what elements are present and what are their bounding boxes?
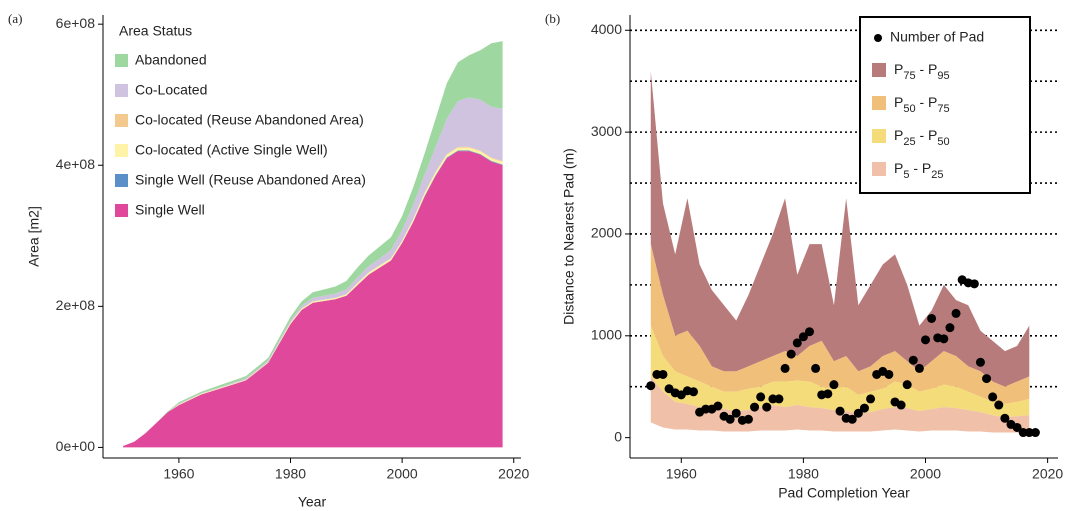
data-point (859, 403, 869, 413)
legend-label: Abandoned (135, 52, 207, 68)
data-point (1012, 422, 1022, 432)
y-tick-label: 0 (614, 428, 622, 444)
data-point (780, 363, 790, 373)
plot-panel: 0 1000 2000 3000 4000 1960 1980 2000 2020 Pad Com… (561, 15, 1063, 501)
area-layer (123, 41, 503, 447)
legend-label: Single Well (135, 202, 205, 218)
data-point (866, 394, 876, 404)
legend-marker (874, 34, 882, 42)
data-point (921, 335, 931, 345)
y-axis-title: Area [m2] (26, 206, 42, 267)
data-point (1030, 428, 1040, 438)
data-point (939, 334, 949, 344)
legend-swatch (872, 129, 886, 143)
data-point (750, 402, 760, 412)
y-tick-label: 4e+08 (56, 156, 96, 172)
legend-label: Number of Pad (890, 29, 984, 45)
legend-swatch (115, 84, 128, 97)
legend-swatch (115, 54, 128, 67)
legend-swatch (115, 204, 128, 217)
data-point (969, 279, 979, 289)
data-point (884, 369, 894, 379)
legend-title: Area Status (119, 23, 192, 39)
y-tick-label: 3000 (591, 123, 622, 139)
data-point (811, 363, 821, 373)
data-point (896, 400, 906, 410)
y-tick-label: 0e+00 (56, 438, 96, 454)
data-point (927, 313, 937, 323)
data-point (743, 414, 753, 424)
data-point (847, 414, 857, 424)
x-axis-title: Pad Completion Year (778, 485, 910, 501)
y-tick-label: 2000 (591, 225, 622, 241)
data-point (792, 338, 802, 348)
plot-panel: 0e+00 2e+08 4e+08 6e+08 1960 1980 2000 2020 Year… (26, 15, 530, 510)
y-tick-label: 6e+08 (56, 15, 96, 31)
percentile-band (650, 244, 1030, 405)
data-point (908, 355, 918, 365)
x-axis-title: Year (298, 494, 327, 510)
data-point (994, 400, 1004, 410)
legend-swatch (115, 144, 128, 157)
data-point (786, 349, 796, 359)
data-point (853, 408, 863, 418)
y-tick-label: 2e+08 (56, 297, 96, 313)
data-point (756, 392, 766, 402)
legend-label: P75 - P95 (894, 61, 950, 82)
data-point (725, 414, 735, 424)
data-point (823, 389, 833, 399)
data-point (835, 406, 845, 416)
legend-label: Co-located (Active Single Well) (135, 142, 328, 158)
percentile-band (650, 71, 1030, 387)
data-point (798, 332, 808, 342)
legend-label: P25 - P50 (894, 127, 950, 148)
data-point (688, 387, 698, 397)
percentile-band (650, 325, 1030, 418)
legend-label: Single Well (Reuse Abandoned Area) (135, 172, 366, 188)
legend-swatch (115, 174, 128, 187)
x-tick-label: 2020 (1032, 466, 1063, 482)
area-layer (123, 151, 503, 448)
legend-swatch (872, 162, 886, 176)
x-tick-label: 1960 (163, 466, 194, 482)
data-point (713, 401, 723, 411)
y-tick-label: 4000 (591, 21, 622, 37)
y-axis-title: Distance to Nearest Pad (m) (561, 148, 577, 325)
data-point (762, 402, 772, 412)
data-point (658, 369, 668, 379)
data-point (805, 327, 815, 337)
data-point (951, 308, 961, 318)
data-point (902, 380, 912, 390)
data-point (646, 381, 656, 391)
legend-swatch (872, 96, 886, 110)
data-point (914, 363, 924, 373)
data-point (829, 380, 839, 390)
data-point (975, 357, 985, 367)
x-tick-label: 2020 (498, 466, 529, 482)
x-tick-label: 1960 (666, 466, 697, 482)
data-point (774, 394, 784, 404)
legend-label: P5 - P25 (894, 160, 944, 181)
x-tick-label: 1980 (275, 466, 306, 482)
y-tick-label: 1000 (591, 326, 622, 342)
panel-label: (b) (545, 11, 560, 26)
area-layer (123, 97, 503, 447)
legend-label: Co-Located (135, 82, 207, 98)
legend-label: P50 - P75 (894, 94, 950, 115)
data-point (982, 374, 992, 384)
legend-box (859, 16, 1031, 194)
data-point (945, 323, 955, 333)
panel-label: (a) (8, 11, 22, 26)
x-tick-label: 1980 (788, 466, 819, 482)
x-tick-label: 2000 (387, 466, 418, 482)
data-point (988, 392, 998, 402)
data-point (731, 408, 741, 418)
data-point (1000, 413, 1010, 423)
legend-swatch (115, 114, 128, 127)
x-tick-label: 2000 (910, 466, 941, 482)
legend-swatch (872, 63, 886, 77)
legend-label: Co-located (Reuse Abandoned Area) (135, 112, 364, 128)
